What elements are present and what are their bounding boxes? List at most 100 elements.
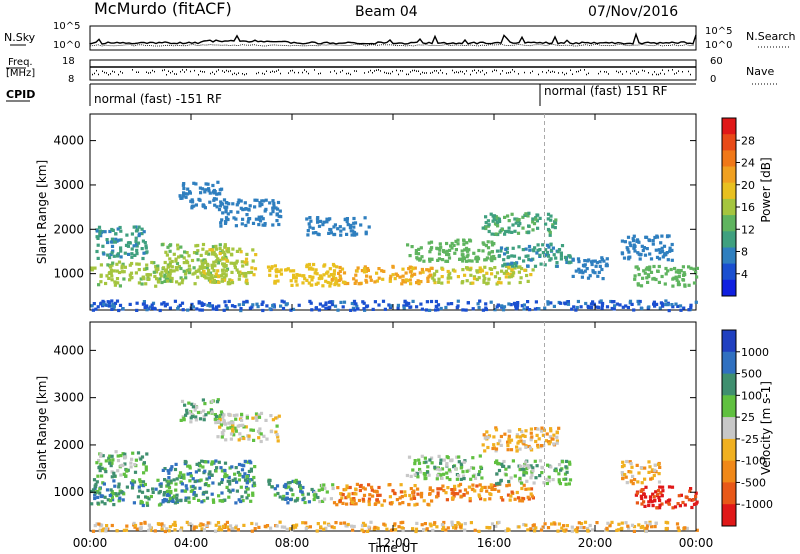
data-cell xyxy=(517,270,521,274)
data-cell xyxy=(212,269,216,273)
nave-point xyxy=(256,72,257,75)
data-cell xyxy=(117,485,121,489)
data-cells xyxy=(90,398,699,534)
colorbar-frame xyxy=(721,329,737,527)
data-cell xyxy=(477,248,481,253)
nave-point xyxy=(616,70,617,73)
data-cell xyxy=(438,248,442,252)
data-cell xyxy=(213,417,217,421)
data-cell xyxy=(116,281,120,285)
data-cell xyxy=(471,487,475,492)
data-cell xyxy=(200,500,204,504)
data-cell xyxy=(647,305,651,309)
colorbar-swatch xyxy=(722,417,736,440)
data-cell xyxy=(295,523,299,527)
data-cell xyxy=(398,496,402,500)
data-cell xyxy=(457,474,461,478)
data-cell xyxy=(551,225,555,229)
data-cell xyxy=(198,417,203,421)
data-cell xyxy=(111,249,115,253)
data-cell xyxy=(352,277,356,281)
data-cell xyxy=(182,473,186,477)
data-cell xyxy=(562,528,566,532)
data-cell xyxy=(221,524,226,528)
data-cell xyxy=(271,206,275,210)
freq-panel-frame xyxy=(89,59,697,81)
data-cell xyxy=(629,462,633,466)
data-cell xyxy=(167,471,171,475)
data-cell xyxy=(535,251,539,255)
nave-point xyxy=(176,73,177,75)
data-cell xyxy=(640,244,644,248)
data-cell xyxy=(267,482,271,486)
data-cell xyxy=(552,304,556,308)
data-cell xyxy=(103,495,107,499)
data-cell xyxy=(515,218,519,222)
nave-point xyxy=(354,70,355,72)
data-cell xyxy=(657,480,662,484)
data-cell xyxy=(199,191,203,195)
data-cell xyxy=(407,455,412,459)
data-cell xyxy=(239,499,243,504)
data-cell xyxy=(201,523,205,527)
data-cell xyxy=(433,521,437,525)
data-cell xyxy=(184,413,188,417)
data-cell xyxy=(278,209,282,213)
data-cell xyxy=(497,520,501,524)
data-cell xyxy=(683,283,687,287)
data-cell xyxy=(361,486,365,490)
data-cell xyxy=(518,222,522,226)
data-cell xyxy=(397,525,401,529)
data-cell xyxy=(288,481,292,485)
data-cell xyxy=(538,253,542,257)
data-cell xyxy=(351,306,355,310)
data-cell xyxy=(608,523,612,527)
data-cell xyxy=(545,481,549,486)
data-cell xyxy=(112,269,116,273)
data-cell xyxy=(133,470,138,474)
data-cell xyxy=(120,270,125,274)
data-cell xyxy=(250,521,254,526)
data-cell xyxy=(198,198,202,202)
data-cell xyxy=(583,263,587,267)
data-cell xyxy=(399,483,403,487)
data-cell xyxy=(129,465,133,469)
data-cell xyxy=(242,274,246,278)
data-cell xyxy=(130,457,134,461)
data-cell xyxy=(100,529,105,533)
data-cell xyxy=(289,498,293,502)
data-cell xyxy=(322,527,326,531)
data-cell xyxy=(424,460,428,464)
data-cell xyxy=(170,465,174,469)
colorbar-tick-label: 12 xyxy=(741,223,755,236)
cpid-label: CPID xyxy=(6,88,35,101)
data-cell xyxy=(295,283,299,287)
data-cell xyxy=(626,305,630,310)
data-cell xyxy=(588,523,592,528)
data-cell xyxy=(211,183,215,188)
data-cell xyxy=(222,250,226,254)
data-cell xyxy=(118,489,122,493)
data-cell xyxy=(352,524,356,529)
data-cell xyxy=(112,306,116,310)
data-cell xyxy=(524,429,528,433)
data-cell xyxy=(523,434,527,438)
data-cell xyxy=(503,432,507,436)
data-cell xyxy=(373,300,377,304)
data-cell xyxy=(99,263,103,267)
data-cell xyxy=(206,521,210,525)
data-cell xyxy=(436,473,440,477)
data-cell xyxy=(476,255,480,259)
data-cell xyxy=(548,440,552,444)
data-cell xyxy=(204,490,209,494)
data-cell xyxy=(215,307,219,311)
data-cell xyxy=(210,462,214,466)
data-cell xyxy=(254,522,259,526)
data-cell xyxy=(109,488,113,492)
data-cell xyxy=(536,248,540,252)
data-cell xyxy=(333,223,337,227)
data-cell xyxy=(135,301,139,305)
data-cell xyxy=(638,253,642,257)
